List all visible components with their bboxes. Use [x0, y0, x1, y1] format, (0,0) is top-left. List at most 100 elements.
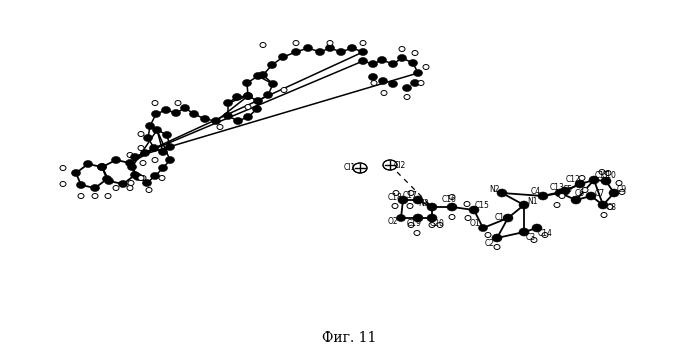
Ellipse shape [519, 228, 529, 236]
Ellipse shape [392, 203, 398, 208]
Ellipse shape [293, 40, 299, 45]
Ellipse shape [264, 91, 273, 98]
Ellipse shape [371, 81, 377, 86]
Ellipse shape [559, 193, 565, 199]
Ellipse shape [427, 214, 437, 222]
Text: C14: C14 [538, 229, 552, 238]
Ellipse shape [393, 191, 399, 195]
Ellipse shape [582, 187, 588, 193]
Ellipse shape [403, 84, 412, 91]
Text: Cl1: Cl1 [344, 163, 356, 172]
Ellipse shape [347, 45, 356, 52]
Ellipse shape [243, 80, 252, 87]
Ellipse shape [303, 45, 312, 52]
Ellipse shape [245, 104, 251, 110]
Ellipse shape [479, 224, 487, 231]
Ellipse shape [128, 180, 134, 186]
Ellipse shape [131, 154, 140, 161]
Ellipse shape [485, 232, 491, 238]
Ellipse shape [233, 94, 241, 101]
Ellipse shape [449, 215, 455, 220]
Ellipse shape [112, 156, 120, 163]
Ellipse shape [140, 149, 150, 156]
Ellipse shape [413, 196, 423, 204]
Ellipse shape [127, 163, 136, 171]
Ellipse shape [407, 203, 413, 208]
Text: C10: C10 [602, 171, 617, 179]
Ellipse shape [560, 187, 570, 195]
Ellipse shape [131, 171, 140, 178]
Ellipse shape [138, 146, 144, 150]
Ellipse shape [607, 205, 613, 209]
Ellipse shape [145, 122, 154, 129]
Ellipse shape [423, 65, 429, 69]
Ellipse shape [412, 51, 418, 55]
Ellipse shape [601, 213, 607, 217]
Ellipse shape [159, 164, 168, 171]
Ellipse shape [414, 69, 422, 76]
Ellipse shape [398, 54, 407, 61]
Ellipse shape [327, 40, 333, 45]
Ellipse shape [579, 176, 585, 180]
Ellipse shape [359, 49, 368, 55]
Ellipse shape [243, 113, 252, 120]
Text: O2: O2 [388, 217, 398, 227]
Ellipse shape [408, 223, 414, 228]
Text: C11: C11 [595, 171, 610, 180]
Ellipse shape [268, 61, 277, 68]
Text: C3: C3 [526, 232, 536, 242]
Ellipse shape [103, 176, 112, 183]
Ellipse shape [201, 116, 210, 122]
Ellipse shape [92, 193, 98, 199]
Ellipse shape [224, 112, 233, 119]
Ellipse shape [83, 161, 92, 168]
Ellipse shape [127, 153, 133, 157]
Ellipse shape [599, 170, 605, 174]
Ellipse shape [616, 180, 622, 186]
Ellipse shape [359, 58, 368, 65]
Ellipse shape [162, 132, 171, 139]
Ellipse shape [503, 214, 513, 222]
Ellipse shape [609, 189, 619, 197]
Ellipse shape [71, 170, 80, 177]
Ellipse shape [605, 171, 611, 176]
Text: C12: C12 [565, 174, 580, 184]
Ellipse shape [104, 178, 113, 185]
Ellipse shape [353, 163, 367, 173]
Ellipse shape [138, 132, 144, 136]
Ellipse shape [152, 157, 158, 163]
Text: Фиг. 11: Фиг. 11 [322, 331, 376, 345]
Ellipse shape [126, 159, 134, 166]
Text: C13: C13 [549, 184, 564, 193]
Ellipse shape [598, 201, 608, 209]
Ellipse shape [326, 45, 335, 52]
Ellipse shape [497, 189, 507, 197]
Ellipse shape [281, 88, 287, 92]
Ellipse shape [396, 215, 405, 222]
Ellipse shape [97, 163, 106, 171]
Ellipse shape [159, 149, 168, 156]
Ellipse shape [140, 161, 146, 165]
Ellipse shape [260, 43, 266, 47]
Ellipse shape [531, 238, 537, 243]
Text: C17: C17 [403, 192, 417, 200]
Ellipse shape [413, 214, 423, 222]
Ellipse shape [146, 187, 152, 193]
Ellipse shape [555, 189, 565, 197]
Text: C8: C8 [607, 202, 617, 211]
Ellipse shape [143, 134, 152, 141]
Ellipse shape [224, 99, 233, 106]
Ellipse shape [378, 77, 387, 84]
Ellipse shape [469, 206, 479, 214]
Ellipse shape [519, 201, 529, 209]
Ellipse shape [152, 111, 161, 118]
Ellipse shape [76, 181, 85, 188]
Text: N2: N2 [489, 185, 499, 193]
Ellipse shape [243, 92, 252, 99]
Ellipse shape [152, 126, 161, 134]
Ellipse shape [138, 176, 144, 180]
Text: C1: C1 [495, 214, 505, 223]
Ellipse shape [538, 192, 548, 200]
Text: N3: N3 [419, 199, 429, 208]
Ellipse shape [143, 179, 152, 186]
